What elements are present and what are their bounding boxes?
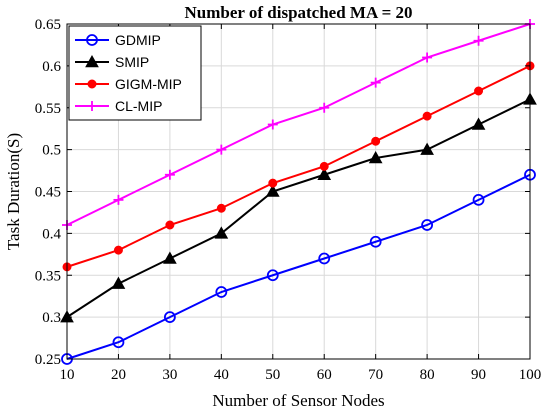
data-point-smip <box>214 226 229 239</box>
data-point-cl-mip <box>422 52 433 63</box>
x-tick-label: 30 <box>162 367 177 383</box>
x-tick-label: 90 <box>471 367 486 383</box>
data-point-cl-mip <box>473 35 484 46</box>
data-point-gigm-mip <box>268 178 278 188</box>
data-point-smip <box>317 167 332 181</box>
chart-title: Number of dispatched MA = 20 <box>184 3 412 22</box>
legend-item-cl-mip: CL-MIP <box>75 98 162 114</box>
data-point-gdmip <box>318 252 331 265</box>
data-point-smip <box>163 251 177 264</box>
series-gigm-mip <box>62 61 535 272</box>
legend-marker <box>87 101 97 111</box>
data-point-gdmip <box>215 286 228 298</box>
x-tick-label: 40 <box>214 367 229 383</box>
data-point-cl-mip <box>267 119 278 130</box>
x-tick-label: 80 <box>420 367 435 383</box>
series-smip <box>60 92 537 323</box>
series-gdmip <box>61 168 536 365</box>
data-point-gdmip <box>369 235 382 248</box>
series-line-gdmip <box>66 173 531 360</box>
x-tick-label: 60 <box>317 367 332 383</box>
series-line-cl-mip <box>66 23 531 226</box>
data-point-cl-mip <box>319 102 330 113</box>
data-point-cl-mip <box>164 169 175 180</box>
x-tick-label: 50 <box>265 367 280 383</box>
data-point-cl-mip <box>216 144 227 155</box>
y-tick-label: 0.4 <box>42 226 61 242</box>
data-point-cl-mip <box>113 194 124 205</box>
data-point-gigm-mip <box>319 161 329 171</box>
legend: GDMIP SMIP GIGM-MIP CL-MIP <box>68 25 202 121</box>
legend-item-gigm-mip: GIGM-MIP <box>75 76 182 92</box>
x-tick-label: 20 <box>111 367 126 383</box>
data-point-smip <box>111 276 126 289</box>
legend-label: CL-MIP <box>115 98 162 114</box>
legend-item-smip: SMIP <box>75 54 149 70</box>
data-point-gdmip <box>112 336 125 349</box>
data-point-gigm-mip <box>371 136 381 146</box>
legend-label: GDMIP <box>115 32 161 48</box>
legend-marker <box>87 79 97 89</box>
series-line-gigm-mip <box>66 64 531 268</box>
data-point-smip <box>368 150 383 164</box>
data-point-gdmip <box>266 269 279 282</box>
y-tick-label: 0.45 <box>35 185 61 201</box>
legend-label: SMIP <box>115 54 149 70</box>
y-tick-label: 0.25 <box>35 352 61 368</box>
y-tick-label: 0.3 <box>42 310 61 326</box>
y-axis-label: Task Duration(S) <box>4 133 23 250</box>
legend-label: GIGM-MIP <box>115 76 182 92</box>
data-point-gigm-mip <box>422 111 432 121</box>
data-point-gdmip <box>472 193 485 206</box>
data-point-smip <box>471 117 486 130</box>
data-point-smip <box>265 184 280 197</box>
series-group <box>60 19 537 365</box>
x-tick-label: 70 <box>368 367 383 383</box>
data-point-gigm-mip <box>113 245 123 255</box>
y-tick-label: 0.5 <box>42 143 61 159</box>
data-point-cl-mip <box>370 77 381 88</box>
legend-box <box>68 25 202 121</box>
x-axis-label: Number of Sensor Nodes <box>212 391 384 410</box>
legend-item-gdmip: GDMIP <box>75 32 161 48</box>
data-point-gdmip <box>421 219 434 231</box>
data-point-gigm-mip <box>165 220 175 230</box>
legend-marker <box>86 34 98 46</box>
data-point-smip <box>420 142 434 155</box>
axis-ticks: 10 20 30 40 50 60 70 80 90 100 0.25 0.3 0.35 0.4 0.45 0… <box>35 17 542 383</box>
data-point-gigm-mip <box>474 86 484 96</box>
y-tick-label: 0.65 <box>35 17 61 33</box>
series-line-smip <box>66 98 531 318</box>
data-point-gigm-mip <box>216 203 226 213</box>
x-tick-label: 100 <box>519 367 542 383</box>
y-tick-label: 0.6 <box>42 59 61 75</box>
legend-marker <box>85 54 99 68</box>
data-point-gdmip <box>163 311 176 324</box>
x-tick-label: 10 <box>60 367 75 383</box>
y-tick-label: 0.35 <box>35 268 61 284</box>
y-tick-label: 0.55 <box>35 101 61 117</box>
